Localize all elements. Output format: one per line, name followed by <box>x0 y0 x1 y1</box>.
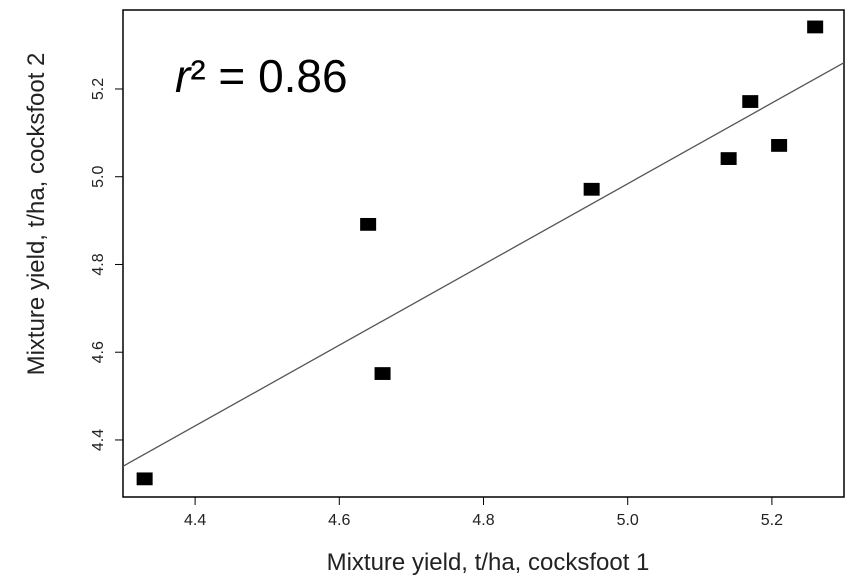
x-tick-label: 4.4 <box>184 512 206 529</box>
y-tick-label: 4.6 <box>90 341 107 363</box>
x-ticks: 4.4 4.6 4.8 5.0 5.2 <box>184 497 783 529</box>
r-squared-annotation: r² = 0.86 <box>175 50 348 102</box>
x-tick-label: 5.2 <box>761 512 783 529</box>
y-ticks: 4.4 4.6 4.8 5.0 5.2 <box>90 78 123 451</box>
data-point <box>742 95 759 108</box>
r-symbol: r <box>175 50 192 102</box>
data-point <box>360 217 377 231</box>
y-tick-label: 4.4 <box>90 429 107 451</box>
x-tick-label: 5.0 <box>617 512 639 529</box>
data-point <box>136 472 153 486</box>
x-tick-label: 4.6 <box>328 512 350 529</box>
points-layer <box>136 20 824 486</box>
y-tick-label: 5.2 <box>90 78 107 100</box>
data-point <box>583 182 600 196</box>
data-point <box>807 20 824 34</box>
y-tick-label: 5.0 <box>90 166 107 188</box>
data-point <box>720 152 737 165</box>
data-point <box>374 367 391 380</box>
data-point <box>771 139 788 152</box>
fit-line-layer <box>122 62 845 467</box>
x-tick-label: 4.8 <box>472 512 494 529</box>
regression-line <box>122 62 845 467</box>
y-axis-title: Mixture yield, t/ha, cocksfoot 2 <box>23 53 50 376</box>
x-axis-title: Mixture yield, t/ha, cocksfoot 1 <box>327 549 650 576</box>
r-squared-value: ² = 0.86 <box>190 50 347 102</box>
y-tick-label: 4.8 <box>90 253 107 275</box>
